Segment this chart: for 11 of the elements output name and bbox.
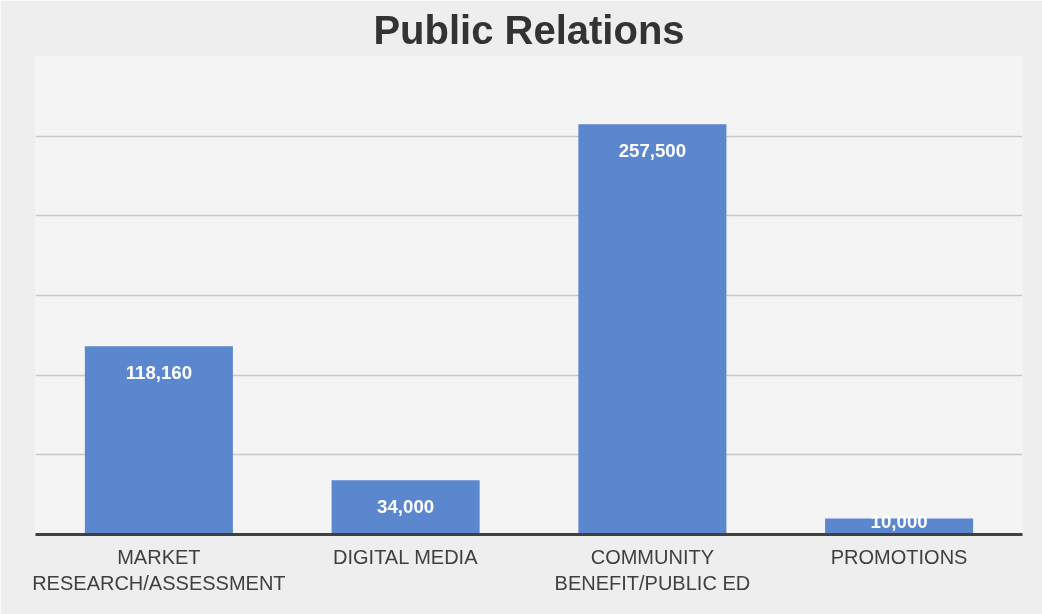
chart-title: Public Relations — [373, 7, 685, 52]
x-tick-label: PROMOTIONS — [830, 545, 968, 568]
data-label: 118,160 — [125, 361, 193, 383]
data-label: 257,500 — [618, 139, 687, 161]
x-tick-label: MARKET RESEARCH/ASSESSMENT — [32, 545, 286, 594]
x-tick-label: COMMUNITY BENEFIT/PUBLIC ED — [554, 545, 751, 594]
x-tick-label: DIGITAL MEDIA — [333, 545, 479, 568]
bar — [84, 346, 233, 535]
bar — [331, 480, 480, 535]
data-label: 34,000 — [377, 495, 435, 517]
bar — [578, 124, 727, 535]
